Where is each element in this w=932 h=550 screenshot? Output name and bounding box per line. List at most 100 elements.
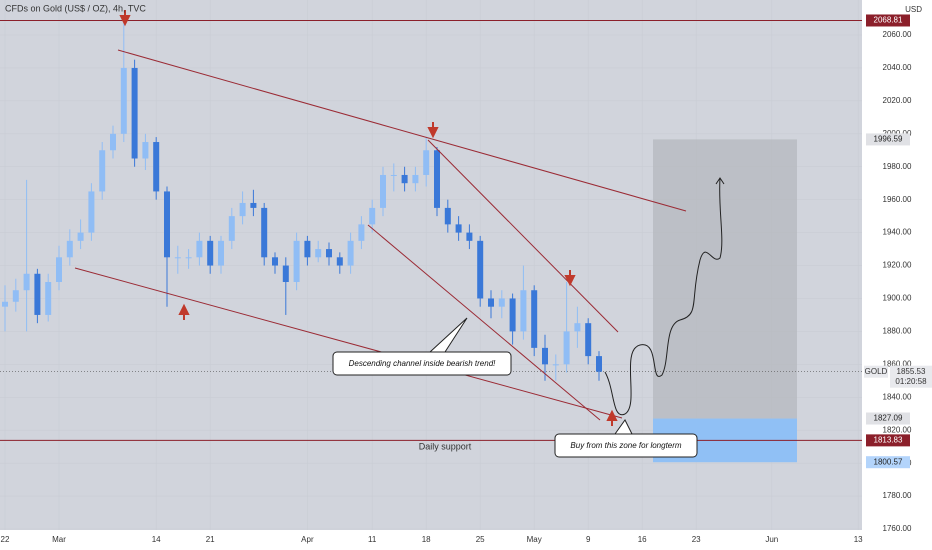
currency: USD (905, 5, 922, 14)
candle-body (477, 240, 484, 299)
price-tag (866, 412, 910, 425)
up-arrow (606, 409, 618, 426)
y-tick-label: 1820.00 (883, 425, 912, 434)
annotation: Descending channel inside bearish trend! (349, 359, 497, 368)
x-tick-label: 25 (476, 535, 485, 544)
projection-arrow (715, 177, 725, 185)
symbol-label: GOLD (865, 367, 888, 376)
candle-body (142, 142, 149, 159)
price-tag-label: 1827.09 (874, 414, 903, 423)
candle-body (444, 207, 451, 225)
candle-body (185, 257, 192, 259)
candle-body (358, 224, 365, 241)
candle-body (509, 298, 516, 332)
candle-body (12, 290, 19, 302)
candle-body (401, 174, 408, 184)
candle-body (250, 202, 257, 208)
x-tick-label: 22 (1, 535, 10, 544)
y-tick-label: 1920.00 (883, 261, 912, 270)
candle-body (34, 273, 41, 315)
y-tick-label: 1840.00 (883, 392, 912, 401)
callout-pointer (614, 419, 633, 435)
callout-box (332, 351, 512, 376)
candle-body (412, 174, 419, 184)
projection-path (604, 177, 723, 416)
price-tag-label: 1996.59 (874, 135, 903, 144)
y-tick-label: 1780.00 (883, 491, 912, 500)
x-tick-label: 13 (854, 535, 863, 544)
candle-body (218, 240, 224, 266)
x-tick-label: 11 (368, 535, 377, 544)
down-arrow (427, 122, 439, 139)
candle-body (455, 224, 462, 233)
candle-body (45, 282, 52, 315)
annotation: Daily support (419, 441, 472, 451)
candle-body (585, 323, 592, 357)
candle-body (423, 150, 430, 175)
candle-body (174, 257, 181, 259)
candle-body (531, 290, 538, 348)
price-tag (866, 456, 910, 469)
candle-body (293, 240, 300, 283)
last-price-tag (890, 365, 932, 388)
candle-body (380, 174, 386, 208)
target-zone (653, 139, 797, 419)
candle-body (347, 240, 354, 266)
y-tick-label: 1900.00 (883, 294, 912, 303)
candle-body (304, 240, 311, 258)
y-tick-label: 1880.00 (883, 327, 912, 336)
price-tag-label: 1813.83 (874, 435, 903, 444)
price-tag-label: 2068.81 (874, 16, 903, 25)
candle-body (228, 216, 235, 241)
candles (2, 18, 602, 381)
candle-body (66, 240, 73, 258)
y-tick-label: 1760.00 (883, 524, 912, 533)
candle-body (23, 273, 30, 291)
y-tick-label: 2040.00 (883, 63, 912, 72)
candle-body (552, 364, 559, 366)
candle-body (120, 67, 127, 134)
y-tick-label: 1940.00 (883, 228, 912, 237)
candle-body (315, 249, 322, 258)
candle-body (110, 133, 116, 151)
x-tick-label: 23 (692, 535, 701, 544)
candle-body (369, 207, 376, 225)
candle-body (520, 290, 527, 332)
signal-arrows (119, 10, 618, 426)
trend-line (74, 267, 623, 419)
chart-title: CFDs on Gold (US$ / OZ), 4h, TVC (5, 3, 146, 13)
candle-body (164, 191, 170, 258)
candle-body (563, 331, 570, 365)
candle-body (272, 257, 278, 266)
trend-line (117, 49, 687, 212)
candle-body (488, 298, 494, 307)
zones (0, 19, 862, 463)
candle-body (196, 240, 203, 258)
down-arrow (119, 10, 131, 27)
x-tick-label: 21 (206, 535, 215, 544)
price-tag (866, 133, 910, 146)
y-tick-label: 2020.00 (883, 96, 912, 105)
axes: 1760.001780.001800.001820.001840.001860.… (1, 14, 932, 544)
candle-body (326, 249, 332, 258)
callout-box (554, 433, 698, 458)
x-tick-label: 9 (586, 535, 591, 544)
candle-body (574, 323, 581, 332)
time-axis (0, 530, 862, 550)
candle-body (466, 232, 473, 241)
x-tick-label: Jun (765, 535, 778, 544)
x-tick-label: May (527, 535, 542, 544)
candle-body (88, 191, 95, 233)
candle-body (434, 150, 440, 208)
candle-body (77, 232, 84, 241)
candle-body (596, 356, 602, 372)
candle-body (207, 240, 214, 266)
candle-body (153, 142, 160, 192)
candle-body (2, 301, 8, 307)
up-arrow (178, 303, 190, 320)
candle-body (542, 347, 548, 365)
callouts: Descending channel inside bearish trend!… (332, 317, 698, 458)
x-tick-label: Mar (52, 535, 66, 544)
x-tick-label: 14 (152, 535, 161, 544)
candle-body (131, 67, 138, 159)
